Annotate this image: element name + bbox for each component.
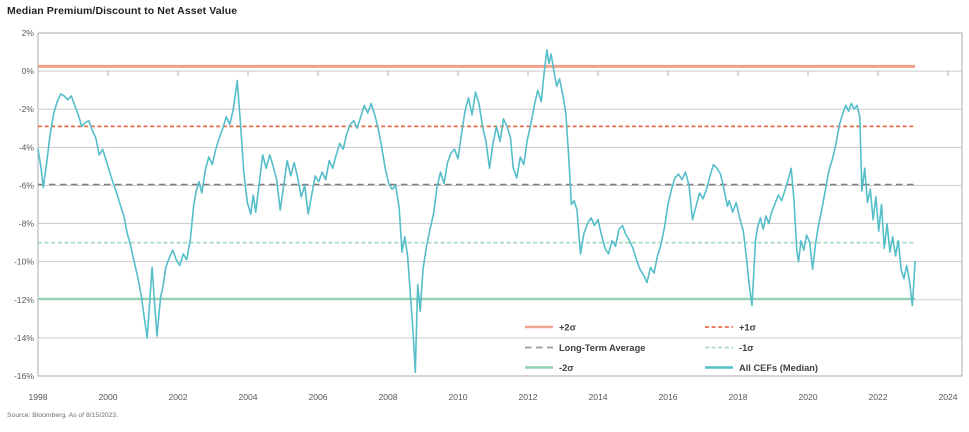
x-axis-label: 2024 (938, 392, 957, 402)
y-axis-label: -2% (19, 104, 35, 114)
x-axis-label: 2020 (798, 392, 817, 402)
y-axis-label: -6% (19, 180, 35, 190)
x-axis-label: 2004 (238, 392, 257, 402)
plot-frame (37, 32, 963, 377)
source-note: Source: Bloomberg. As of 8/15/2023. (7, 412, 119, 419)
x-axis-label: 2014 (588, 392, 607, 402)
y-axis-label: 2% (22, 28, 35, 38)
legend-label-plus-2-sigma: +2σ (559, 322, 577, 332)
x-axis-label: 2016 (658, 392, 677, 402)
y-axis-label: -12% (14, 295, 34, 305)
y-axis-label: -10% (14, 257, 34, 267)
x-axis-label: 2010 (448, 392, 467, 402)
legend-label-long-term-average: Long-Term Average (559, 343, 645, 353)
y-axis-label: -4% (19, 142, 35, 152)
y-axis-label: -16% (14, 371, 34, 381)
y-axis-label: 0% (22, 66, 35, 76)
series-all-cefs-median (37, 49, 916, 374)
legend-label-minus-1-sigma: -1σ (739, 343, 754, 353)
x-axis-label: 2008 (378, 392, 397, 402)
chart-title: Median Premium/Discount to Net Asset Val… (7, 5, 238, 17)
legend-label-all-cefs-median: All CEFs (Median) (739, 363, 818, 373)
x-axis-label: 2002 (168, 392, 187, 402)
x-axis-label: 2022 (868, 392, 887, 402)
legend-label-minus-2-sigma: -2σ (559, 363, 574, 373)
y-axis-label: -14% (14, 333, 34, 343)
x-axis-label: 1998 (28, 392, 47, 402)
x-axis-label: 2000 (98, 392, 117, 402)
x-axis-label: 2012 (518, 392, 537, 402)
x-axis-label: 2006 (308, 392, 327, 402)
y-axis-label: -8% (19, 219, 35, 229)
legend-label-plus-1-sigma: +1σ (739, 322, 757, 332)
x-axis-label: 2018 (728, 392, 747, 402)
